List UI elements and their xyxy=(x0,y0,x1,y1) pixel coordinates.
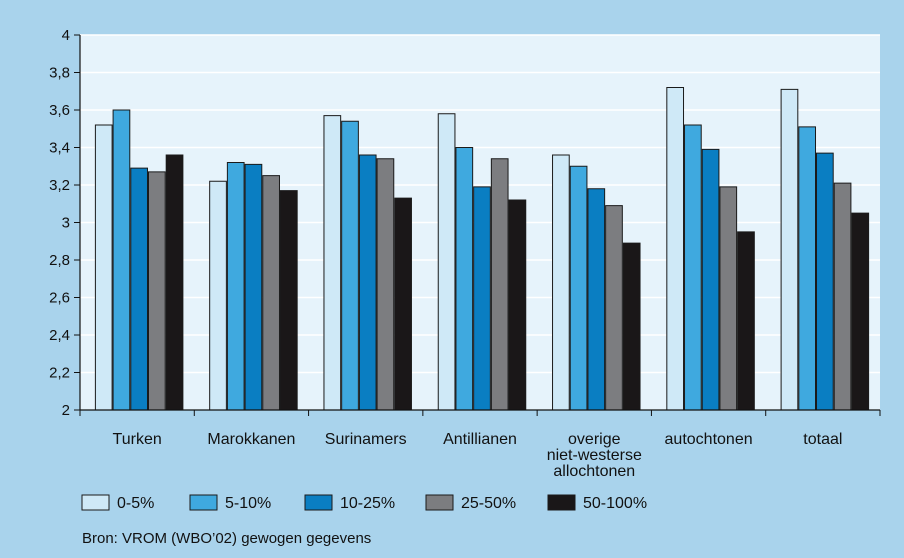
bar xyxy=(341,120,359,411)
bar xyxy=(226,162,245,411)
legend-swatch xyxy=(304,494,333,511)
bar xyxy=(684,124,702,411)
bar xyxy=(455,147,474,411)
bar xyxy=(165,154,184,411)
y-tick-label: 3 xyxy=(62,215,70,232)
bar xyxy=(701,148,720,411)
bar xyxy=(816,152,834,411)
y-tick-label: 3,8 xyxy=(49,65,70,82)
x-tick-label: autochtonen xyxy=(665,431,753,448)
bar xyxy=(737,231,755,411)
y-tick-label: 2,6 xyxy=(49,290,70,307)
source-note: Bron: VROM (WBO’02) gewogen gegevens xyxy=(82,530,372,547)
bar xyxy=(833,182,852,411)
y-tick-label: 3,6 xyxy=(49,102,70,119)
bar xyxy=(622,242,641,411)
bar xyxy=(130,167,148,411)
y-tick-label: 3,4 xyxy=(49,140,70,157)
bar xyxy=(279,190,298,411)
legend-swatch xyxy=(189,494,218,511)
bar xyxy=(719,186,738,411)
y-tick-label: 4 xyxy=(62,27,70,44)
bar xyxy=(605,205,623,411)
x-tick-label: totaal xyxy=(803,431,842,448)
bar xyxy=(473,186,491,411)
x-tick-label: Antillianen xyxy=(443,431,517,448)
bar xyxy=(552,154,570,411)
y-tick-label: 2,8 xyxy=(49,252,70,269)
legend-swatch xyxy=(425,494,454,511)
bar xyxy=(209,180,227,411)
bar xyxy=(244,163,263,411)
bar xyxy=(780,88,799,411)
x-tick-label: Marokkanen xyxy=(207,431,295,448)
y-tick-label: 2 xyxy=(62,402,70,419)
x-tick-label: overige niet-westerse allochtonen xyxy=(547,431,642,480)
bar xyxy=(587,188,606,411)
legend-swatch xyxy=(81,494,110,511)
bar xyxy=(437,113,456,411)
y-tick-label: 2,2 xyxy=(49,365,70,382)
bar xyxy=(569,165,588,411)
y-tick-label: 2,4 xyxy=(49,327,70,344)
x-tick-label: Surinamers xyxy=(325,431,407,448)
bar xyxy=(508,199,527,411)
bar xyxy=(490,158,509,411)
y-tick-label: 3,2 xyxy=(49,177,70,194)
legend-label: 50-100% xyxy=(583,495,647,512)
bar xyxy=(376,158,395,411)
bar xyxy=(112,109,131,411)
legend-label: 5-10% xyxy=(225,495,271,512)
bar xyxy=(851,212,870,411)
bar xyxy=(358,154,377,411)
bar xyxy=(798,126,817,411)
legend-label: 25-50% xyxy=(461,495,516,512)
legend-label: 10-25% xyxy=(340,495,395,512)
x-tick-label: Turken xyxy=(113,431,162,448)
bar xyxy=(394,197,412,411)
legend-label: 0-5% xyxy=(117,495,154,512)
bar xyxy=(262,175,280,411)
legend-swatch xyxy=(547,494,576,511)
bar xyxy=(666,87,685,411)
bar xyxy=(147,171,166,411)
bar xyxy=(94,124,113,411)
bar xyxy=(323,115,342,411)
